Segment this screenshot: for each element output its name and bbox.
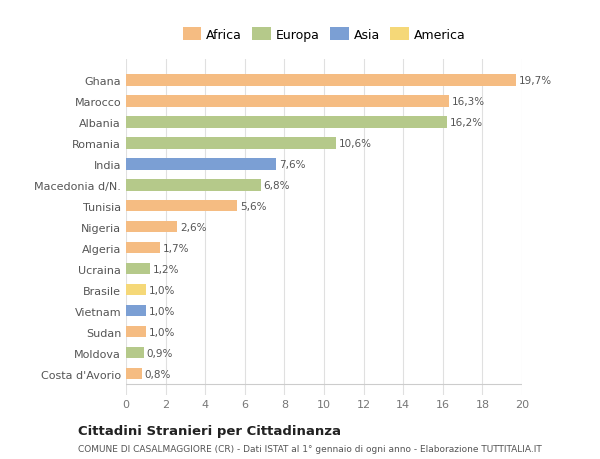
Text: 16,3%: 16,3% [452, 96, 485, 106]
Text: Cittadini Stranieri per Cittadinanza: Cittadini Stranieri per Cittadinanza [78, 424, 341, 437]
Bar [126, 326, 146, 338]
Bar [126, 201, 237, 212]
Bar [126, 263, 150, 275]
Text: 0,9%: 0,9% [147, 348, 173, 358]
Bar [126, 117, 447, 128]
Bar [126, 347, 144, 358]
Text: 10,6%: 10,6% [339, 139, 372, 148]
Bar [126, 159, 277, 170]
Text: 16,2%: 16,2% [450, 118, 483, 128]
Bar [126, 368, 142, 380]
Text: 5,6%: 5,6% [240, 202, 266, 211]
Text: 7,6%: 7,6% [280, 159, 306, 169]
Text: 1,2%: 1,2% [153, 264, 179, 274]
Text: 6,8%: 6,8% [263, 180, 290, 190]
Text: 19,7%: 19,7% [519, 76, 552, 86]
Text: 2,6%: 2,6% [181, 222, 207, 232]
Text: 1,0%: 1,0% [149, 306, 175, 316]
Bar [126, 221, 178, 233]
Text: 1,7%: 1,7% [163, 243, 189, 253]
Legend: Africa, Europa, Asia, America: Africa, Europa, Asia, America [180, 26, 468, 44]
Bar [126, 305, 146, 317]
Text: 1,0%: 1,0% [149, 285, 175, 295]
Bar [126, 242, 160, 254]
Bar [126, 138, 336, 149]
Bar [126, 179, 260, 191]
Bar [126, 96, 449, 107]
Bar [126, 284, 146, 296]
Text: 1,0%: 1,0% [149, 327, 175, 337]
Text: 0,8%: 0,8% [145, 369, 171, 379]
Bar [126, 75, 516, 86]
Text: COMUNE DI CASALMAGGIORE (CR) - Dati ISTAT al 1° gennaio di ogni anno - Elaborazi: COMUNE DI CASALMAGGIORE (CR) - Dati ISTA… [78, 444, 542, 453]
